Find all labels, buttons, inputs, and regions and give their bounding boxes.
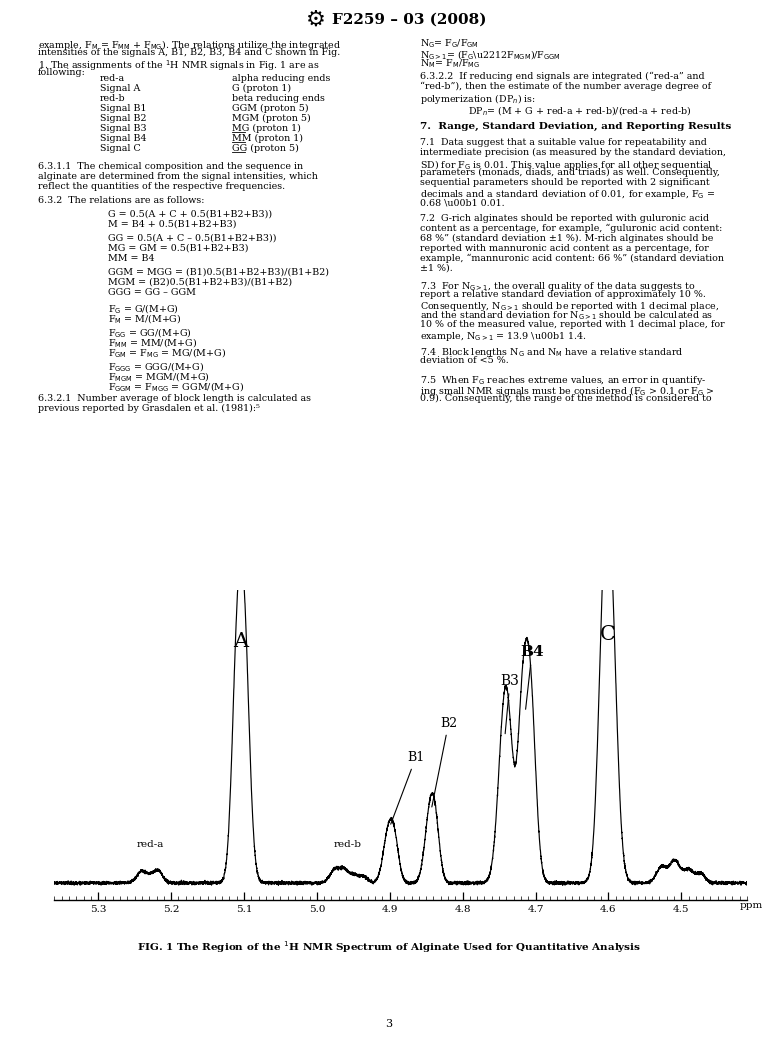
Text: beta reducing ends: beta reducing ends bbox=[232, 94, 325, 103]
Text: N$_\mathrm{G>1}$= (F$_\mathrm{G}$\u2212F$_\mathrm{MGM}$)/F$_\mathrm{GGM}$: N$_\mathrm{G>1}$= (F$_\mathrm{G}$\u2212F… bbox=[420, 48, 561, 61]
Text: GG = 0.5(A + C – 0.5(B1+B2+B3)): GG = 0.5(A + C – 0.5(B1+B2+B3)) bbox=[108, 234, 276, 243]
Text: report a relative standard deviation of approximately 10 %.: report a relative standard deviation of … bbox=[420, 290, 706, 299]
Text: B2: B2 bbox=[432, 716, 457, 807]
Text: 6.3.1.1  The chemical composition and the sequence in: 6.3.1.1 The chemical composition and the… bbox=[38, 162, 303, 171]
Text: example, N$_\mathrm{G>1}$ = 13.9 \u00b1 1.4.: example, N$_\mathrm{G>1}$ = 13.9 \u00b1 … bbox=[420, 330, 587, 342]
Text: B4: B4 bbox=[520, 645, 544, 709]
Text: SD) for F$_\mathrm{G}$ is 0.01. This value applies for all other sequential: SD) for F$_\mathrm{G}$ is 0.01. This val… bbox=[420, 158, 713, 172]
Text: Signal A: Signal A bbox=[100, 84, 140, 93]
Text: MM = B4: MM = B4 bbox=[108, 254, 155, 263]
Text: content as a percentage, for example, “guluronic acid content:: content as a percentage, for example, “g… bbox=[420, 224, 723, 233]
Text: F$_\mathrm{GGG}$ = GGG/(M+G): F$_\mathrm{GGG}$ = GGG/(M+G) bbox=[108, 360, 205, 373]
Text: 7.  Range, Standard Deviation, and Reporting Results: 7. Range, Standard Deviation, and Report… bbox=[420, 122, 731, 131]
Text: 6.3.2.1  Number average of block length is calculated as: 6.3.2.1 Number average of block length i… bbox=[38, 393, 311, 403]
Text: M = B4 + 0.5(B1+B2+B3): M = B4 + 0.5(B1+B2+B3) bbox=[108, 220, 237, 229]
Text: Signal B2: Signal B2 bbox=[100, 115, 146, 123]
Text: red-a: red-a bbox=[137, 840, 164, 848]
Text: MGM = (B2)0.5(B1+B2+B3)/(B1+B2): MGM = (B2)0.5(B1+B2+B3)/(B1+B2) bbox=[108, 278, 292, 287]
Text: DP$_n$= (M + G + red-a + red-b)/(red-a + red-b): DP$_n$= (M + G + red-a + red-b)/(red-a +… bbox=[468, 104, 692, 117]
Text: GG (proton 5): GG (proton 5) bbox=[232, 144, 299, 153]
Text: reflect the quantities of the respective frequencies.: reflect the quantities of the respective… bbox=[38, 182, 285, 191]
Text: sequential parameters should be reported with 2 significant: sequential parameters should be reported… bbox=[420, 178, 710, 187]
Text: F$_\mathrm{GGM}$ = F$_\mathrm{MGG}$ = GGM/(M+G): F$_\mathrm{GGM}$ = F$_\mathrm{MGG}$ = GG… bbox=[108, 380, 244, 393]
Text: G (proton 1): G (proton 1) bbox=[232, 84, 291, 93]
Text: example, F$_\mathrm{M}$ = F$_\mathrm{MM}$ + F$_\mathrm{MG}$). The relations util: example, F$_\mathrm{M}$ = F$_\mathrm{MM}… bbox=[38, 39, 341, 52]
Text: intensities of the signals A, B1, B2, B3, B4 and C shown in Fig.: intensities of the signals A, B1, B2, B3… bbox=[38, 48, 340, 57]
Text: B1: B1 bbox=[391, 751, 425, 824]
Text: A: A bbox=[233, 632, 249, 651]
Text: 7.4  Block lengths N$_\mathrm{G}$ and N$_\mathrm{M}$ have a relative standard: 7.4 Block lengths N$_\mathrm{G}$ and N$_… bbox=[420, 346, 684, 359]
Text: 7.3  For N$_\mathrm{G>1}$, the overall quality of the data suggests to: 7.3 For N$_\mathrm{G>1}$, the overall qu… bbox=[420, 280, 696, 293]
Text: F$_\mathrm{MGM}$ = MGM/(M+G): F$_\mathrm{MGM}$ = MGM/(M+G) bbox=[108, 370, 210, 383]
Text: MGM (proton 5): MGM (proton 5) bbox=[232, 115, 310, 123]
Text: Signal B4: Signal B4 bbox=[100, 134, 146, 143]
Text: C: C bbox=[600, 625, 615, 643]
Text: G = 0.5(A + C + 0.5(B1+B2+B3)): G = 0.5(A + C + 0.5(B1+B2+B3)) bbox=[108, 210, 272, 219]
Text: MG = GM = 0.5(B1+B2+B3): MG = GM = 0.5(B1+B2+B3) bbox=[108, 244, 248, 253]
Text: ⚙: ⚙ bbox=[306, 10, 326, 30]
Text: N$_\mathrm{G}$= F$_\mathrm{G}$/F$_\mathrm{GM}$: N$_\mathrm{G}$= F$_\mathrm{G}$/F$_\mathr… bbox=[420, 39, 479, 51]
Text: reported with mannuronic acid content as a percentage, for: reported with mannuronic acid content as… bbox=[420, 244, 709, 253]
Text: 3: 3 bbox=[385, 1018, 393, 1029]
Text: FIG. 1 The Region of the $^1$H NMR Spectrum of Alginate Used for Quantitative An: FIG. 1 The Region of the $^1$H NMR Spect… bbox=[137, 939, 641, 955]
Text: ±1 %).: ±1 %). bbox=[420, 264, 453, 273]
Text: example, “mannuronic acid content: 66 %” (standard deviation: example, “mannuronic acid content: 66 %”… bbox=[420, 254, 724, 263]
Text: B3: B3 bbox=[500, 675, 520, 734]
Text: alpha reducing ends: alpha reducing ends bbox=[232, 74, 331, 83]
Text: parameters (monads, diads, and triads) as well. Consequently,: parameters (monads, diads, and triads) a… bbox=[420, 168, 720, 177]
Text: Signal B3: Signal B3 bbox=[100, 124, 146, 133]
Text: GGG = GG – GGM: GGG = GG – GGM bbox=[108, 288, 196, 297]
Text: MG (proton 1): MG (proton 1) bbox=[232, 124, 301, 133]
Text: and the standard deviation for N$_\mathrm{G>1}$ should be calculated as: and the standard deviation for N$_\mathr… bbox=[420, 310, 713, 323]
Text: Consequently, N$_\mathrm{G>1}$ should be reported with 1 decimal place,: Consequently, N$_\mathrm{G>1}$ should be… bbox=[420, 300, 720, 313]
Text: N$_\mathrm{M}$= F$_\mathrm{M}$/F$_\mathrm{MG}$: N$_\mathrm{M}$= F$_\mathrm{M}$/F$_\mathr… bbox=[420, 58, 480, 71]
Text: F$_\mathrm{M}$ = M/(M+G): F$_\mathrm{M}$ = M/(M+G) bbox=[108, 312, 181, 325]
Text: ppm: ppm bbox=[740, 902, 763, 910]
Text: 7.5  When F$_\mathrm{G}$ reaches extreme values, an error in quantify-: 7.5 When F$_\mathrm{G}$ reaches extreme … bbox=[420, 374, 706, 387]
Text: following:: following: bbox=[38, 68, 86, 77]
Text: 7.1  Data suggest that a suitable value for repeatability and: 7.1 Data suggest that a suitable value f… bbox=[420, 138, 707, 147]
Text: red-b: red-b bbox=[334, 840, 362, 848]
Text: red-b: red-b bbox=[100, 94, 125, 103]
Text: Signal C: Signal C bbox=[100, 144, 141, 153]
Text: 0.68 \u00b1 0.01.: 0.68 \u00b1 0.01. bbox=[420, 198, 505, 207]
Text: deviation of <5 %.: deviation of <5 %. bbox=[420, 356, 509, 365]
Text: “red-b”), then the estimate of the number average degree of: “red-b”), then the estimate of the numbe… bbox=[420, 82, 711, 92]
Text: GGM (proton 5): GGM (proton 5) bbox=[232, 104, 309, 113]
Text: 6.3.2  The relations are as follows:: 6.3.2 The relations are as follows: bbox=[38, 196, 205, 205]
Text: 1. The assignments of the $^1$H NMR signals in Fig. 1 are as: 1. The assignments of the $^1$H NMR sign… bbox=[38, 58, 320, 73]
Text: previous reported by Grasdalen et al. (1981):⁵: previous reported by Grasdalen et al. (1… bbox=[38, 404, 260, 413]
Text: 7.2  G-rich alginates should be reported with guluronic acid: 7.2 G-rich alginates should be reported … bbox=[420, 214, 709, 223]
Text: GGM = MGG = (B1)0.5(B1+B2+B3)/(B1+B2): GGM = MGG = (B1)0.5(B1+B2+B3)/(B1+B2) bbox=[108, 268, 329, 277]
Text: 68 %” (standard deviation ±1 %). M-rich alginates should be: 68 %” (standard deviation ±1 %). M-rich … bbox=[420, 234, 713, 244]
Text: F$_\mathrm{MM}$ = MM/(M+G): F$_\mathrm{MM}$ = MM/(M+G) bbox=[108, 336, 197, 349]
Text: 6.3.2.2  If reducing end signals are integrated (“red-a” and: 6.3.2.2 If reducing end signals are inte… bbox=[420, 72, 705, 81]
Text: alginate are determined from the signal intensities, which: alginate are determined from the signal … bbox=[38, 172, 318, 181]
Text: F$_\mathrm{GM}$ = F$_\mathrm{MG}$ = MG/(M+G): F$_\mathrm{GM}$ = F$_\mathrm{MG}$ = MG/(… bbox=[108, 346, 226, 359]
Text: decimals and a standard deviation of 0.01, for example, F$_\mathrm{G}$ =: decimals and a standard deviation of 0.0… bbox=[420, 188, 715, 201]
Text: Signal B1: Signal B1 bbox=[100, 104, 146, 113]
Text: ing small NMR signals must be considered (F$_\mathrm{G}$ > 0.1 or F$_\mathrm{G}$: ing small NMR signals must be considered… bbox=[420, 384, 715, 398]
Text: F2259 – 03 (2008): F2259 – 03 (2008) bbox=[332, 12, 486, 27]
Text: MM (proton 1): MM (proton 1) bbox=[232, 134, 303, 143]
Text: 0.9). Consequently, the range of the method is considered to: 0.9). Consequently, the range of the met… bbox=[420, 393, 712, 403]
Text: intermediate precision (as measured by the standard deviation,: intermediate precision (as measured by t… bbox=[420, 148, 726, 157]
Text: F$_\mathrm{GG}$ = GG/(M+G): F$_\mathrm{GG}$ = GG/(M+G) bbox=[108, 326, 191, 339]
Text: 10 % of the measured value, reported with 1 decimal place, for: 10 % of the measured value, reported wit… bbox=[420, 320, 724, 329]
Text: polymerization (DP$_n$) is:: polymerization (DP$_n$) is: bbox=[420, 92, 536, 106]
Text: red-a: red-a bbox=[100, 74, 125, 83]
Text: F$_\mathrm{G}$ = G/(M+G): F$_\mathrm{G}$ = G/(M+G) bbox=[108, 302, 179, 315]
